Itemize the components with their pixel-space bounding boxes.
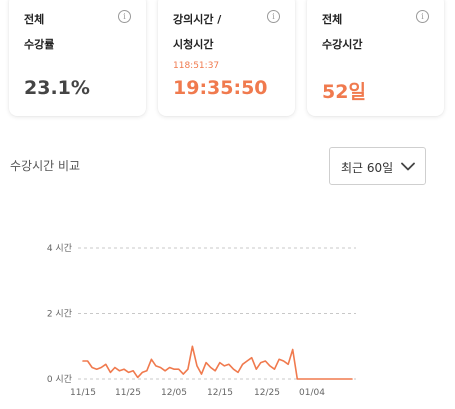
stat-card-watch-time: 강의시간 / 시청시간 i 118:51:37 19:35:50 <box>158 0 295 116</box>
stat-card-label-line2: 수강률 <box>24 38 55 51</box>
stat-card-completion-rate: 전체 수강률 i 23.1% <box>9 0 146 116</box>
x-tick-label: 11/15 <box>70 388 96 398</box>
y-tick-label: 0 시간 <box>47 374 72 385</box>
chevron-down-icon <box>401 162 415 171</box>
stat-card-subvalue: 118:51:37 <box>173 61 220 71</box>
y-tick-label: 4 시간 <box>47 243 72 254</box>
stat-card-value: 23.1% <box>24 77 90 99</box>
x-tick-label: 12/15 <box>207 388 233 398</box>
info-icon[interactable]: i <box>416 10 429 23</box>
stat-card-value: 52일 <box>322 81 366 103</box>
y-tick-label: 2 시간 <box>47 309 72 320</box>
period-dropdown[interactable]: 최근 60일 <box>329 147 426 185</box>
stat-card-label-line1: 전체 <box>322 13 343 26</box>
chart-gridlines <box>78 247 356 380</box>
stat-card-label-line2: 수강시간 <box>322 38 363 51</box>
stat-card-label-line1: 전체 <box>24 13 45 26</box>
section-title: 수강시간 비교 <box>10 159 81 173</box>
stat-card-label-line2: 시청시간 <box>173 38 214 51</box>
info-icon[interactable]: i <box>118 10 131 23</box>
chart-series <box>82 345 353 380</box>
dropdown-selected-label: 최근 60일 <box>341 161 394 175</box>
series-line <box>82 345 353 380</box>
chart-x-axis: 11/15 11/25 12/05 12/15 12/25 01/04 <box>70 388 325 398</box>
stat-card-value: 19:35:50 <box>173 77 268 99</box>
stat-card-study-days: 전체 수강시간 i 52일 <box>307 0 444 116</box>
stat-card-label-line1: 강의시간 / <box>173 13 222 26</box>
x-tick-label: 11/25 <box>115 388 141 398</box>
info-icon[interactable]: i <box>267 10 280 23</box>
x-tick-label: 12/05 <box>161 388 187 398</box>
x-tick-label: 12/25 <box>254 388 280 398</box>
study-time-chart: 0 시간 2 시간 4 시간 11/15 11/25 12/05 12/15 12/25 01… <box>47 243 356 398</box>
x-tick-label: 01/04 <box>299 388 325 398</box>
chart-y-axis: 0 시간 2 시간 4 시간 <box>47 243 72 385</box>
